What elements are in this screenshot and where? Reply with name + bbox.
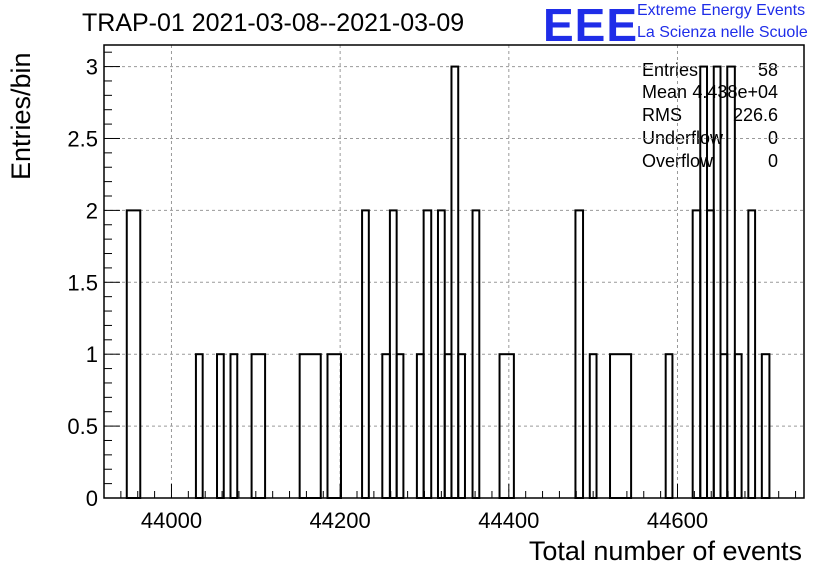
y-tick-label: 1: [86, 342, 98, 367]
eee-logo: EEE: [543, 0, 639, 51]
x-tick-label: 44000: [141, 508, 202, 533]
x-tick-label: 44200: [310, 508, 371, 533]
histogram-bin: [250, 353, 267, 500]
y-tick-label: 2: [86, 198, 98, 223]
y-axis-label: Entries/bin: [6, 52, 36, 180]
x-tick-label: 44600: [647, 508, 708, 533]
logo-line-2: La Scienza nelle Scuole: [637, 24, 808, 41]
y-tick-label: 2.5: [67, 126, 98, 151]
logo-line-1: Extreme Energy Events: [637, 2, 806, 19]
stat-value-overflow: 0: [767, 151, 778, 171]
y-tick-label: 0.5: [67, 414, 98, 439]
x-axis-label: Total number of events: [528, 536, 802, 566]
y-tick-label: 3: [86, 55, 98, 80]
stat-label-mean: Mean: [642, 82, 688, 102]
stat-value-entries: 58: [757, 60, 778, 80]
plot-frame: [103, 44, 805, 499]
y-tick-label: 0: [86, 486, 98, 511]
stat-label-rms: RMS: [642, 105, 682, 125]
chart-title: TRAP-01 2021-03-08--2021-03-09: [82, 9, 465, 37]
y-tick-label: 1.5: [67, 270, 98, 295]
x-tick-label: 44400: [478, 508, 539, 533]
stat-value-rms: 226.6: [732, 105, 778, 125]
stat-label-entries: Entries: [642, 60, 699, 80]
